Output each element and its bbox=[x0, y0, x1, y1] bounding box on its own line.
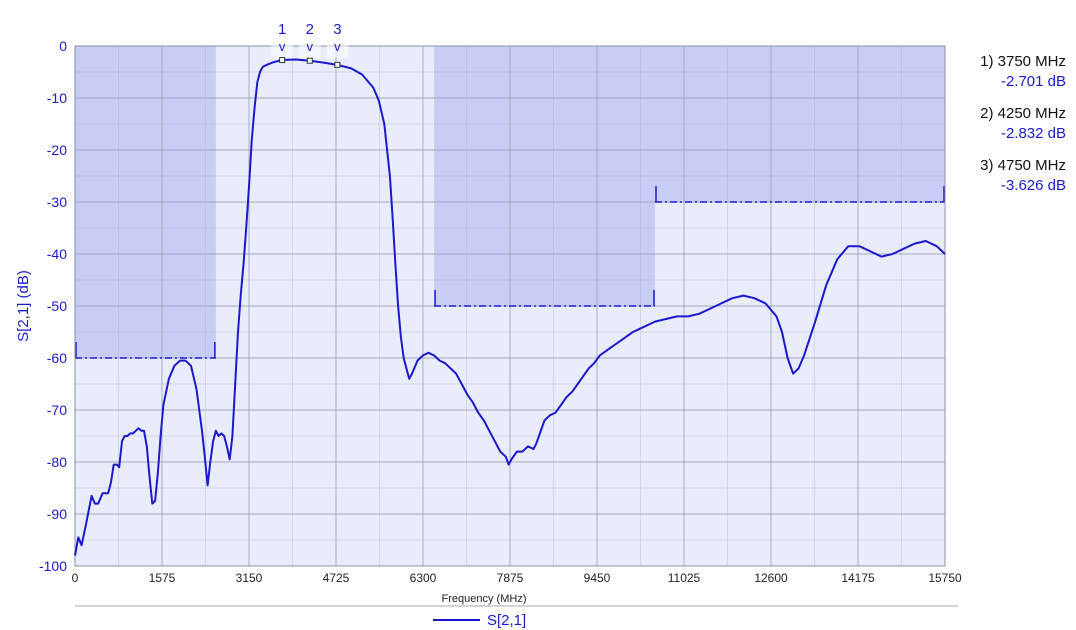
marker-readout-3: 3) 4750 MHz -3.626 dB bbox=[958, 156, 1066, 196]
x-tick-label: 1575 bbox=[149, 571, 176, 585]
y-tick-label: -90 bbox=[47, 506, 67, 522]
marker-label-3: 3 bbox=[333, 21, 341, 38]
marker-label-backdrop bbox=[298, 18, 321, 58]
marker-readout-freq: 2) 4250 MHz bbox=[980, 105, 1066, 122]
marker-label-2: 2 bbox=[306, 21, 314, 38]
y-tick-labels: 0 -10 -20 -30 -40 -50 -60 -70 -80 -90 -100 bbox=[39, 38, 67, 574]
marker-readout-value: -3.626 dB bbox=[1000, 177, 1066, 194]
marker-readout-value: -2.832 dB bbox=[1000, 125, 1066, 142]
y-tick-label: -80 bbox=[47, 454, 67, 470]
x-tick-label: 9450 bbox=[584, 571, 611, 585]
marker-label-backdrop bbox=[271, 18, 294, 58]
marker-pointer-icon: v bbox=[334, 39, 341, 54]
y-tick-label: -20 bbox=[47, 142, 67, 158]
marker-point-1 bbox=[279, 57, 286, 64]
x-tick-label: 3150 bbox=[236, 571, 263, 585]
legend-entry-s21: S[2,1] bbox=[487, 612, 526, 629]
x-axis-title: Frequency (MHz) bbox=[442, 593, 527, 605]
marker-pointer-icon: v bbox=[307, 39, 314, 54]
plot-frame bbox=[74, 45, 946, 567]
y-tick-label: 0 bbox=[59, 38, 67, 54]
y-tick-label: -50 bbox=[47, 298, 67, 314]
marker-readout-1: 1) 3750 MHz -2.701 dB bbox=[958, 52, 1066, 92]
marker-readout-value: -2.701 dB bbox=[1000, 73, 1066, 90]
x-tick-labels: 0 1575 3150 4725 6300 7875 9450 11025 12600 14175… bbox=[72, 571, 962, 585]
y-tick-label: -30 bbox=[47, 194, 67, 210]
limit-mask-lines bbox=[75, 186, 945, 359]
x-tick-label: 4725 bbox=[323, 571, 350, 585]
x-tick-label: 14175 bbox=[841, 571, 875, 585]
y-tick-label: -100 bbox=[39, 558, 67, 574]
marker-label-1: 1 bbox=[278, 21, 286, 38]
marker-point-3 bbox=[334, 61, 341, 68]
y-tick-label: -10 bbox=[47, 90, 67, 106]
marker-readout-freq: 1) 3750 MHz bbox=[980, 53, 1066, 70]
marker-point-2 bbox=[306, 57, 313, 64]
marker-readout-2: 2) 4250 MHz -2.832 dB bbox=[958, 104, 1066, 144]
x-tick-label: 12600 bbox=[754, 571, 788, 585]
x-tick-label: 15750 bbox=[928, 571, 962, 585]
y-tick-label: -60 bbox=[47, 350, 67, 366]
series-line-s21 bbox=[74, 58, 946, 556]
x-tick-label: 6300 bbox=[410, 571, 437, 585]
marker-pointer-icon: v bbox=[279, 39, 286, 54]
y-tick-label: -70 bbox=[47, 402, 67, 418]
y-tick-label: -40 bbox=[47, 246, 67, 262]
marker-label-backdrop bbox=[326, 18, 349, 58]
y-axis-title: S[2,1] (dB) bbox=[15, 270, 32, 342]
x-tick-label: 7875 bbox=[497, 571, 524, 585]
x-tick-label: 11025 bbox=[668, 571, 701, 585]
marker-readout-freq: 3) 4750 MHz bbox=[980, 157, 1066, 174]
x-tick-label: 0 bbox=[72, 571, 79, 585]
